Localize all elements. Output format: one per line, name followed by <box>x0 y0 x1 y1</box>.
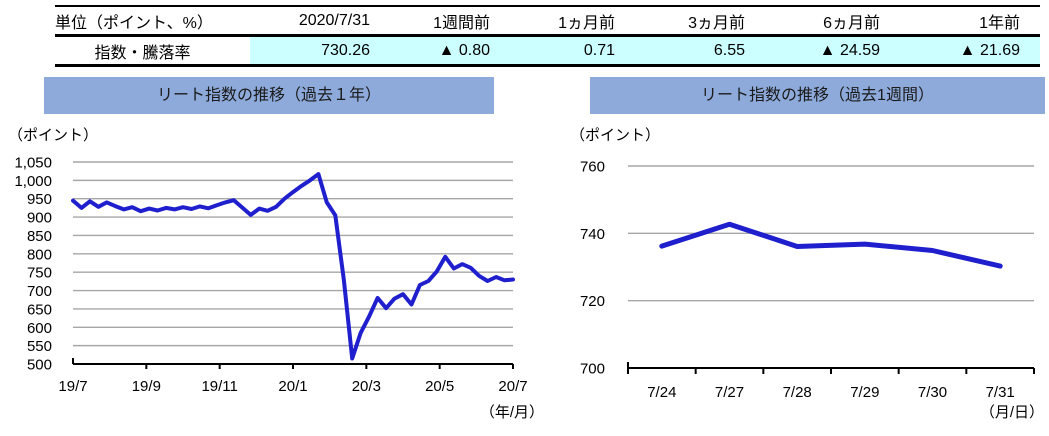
unit-label: （ポイント） <box>8 127 98 144</box>
x-tick-label: 20/7 <box>498 378 527 395</box>
col-header-1year-ago: 1年前 <box>979 14 1020 32</box>
y-tick-label: 950 <box>27 191 52 208</box>
summary-table: 単位（ポイント、%） 2020/7/31 1週間前 1ヵ月前 3ヵ月前 6ヵ月前… <box>55 5 1040 67</box>
x-tick-label: 7/28 <box>783 384 812 401</box>
y-tick-label: 700 <box>580 361 605 378</box>
col-header-1week-ago: 1週間前 <box>433 14 490 32</box>
right-chart-svg: 760 740 720 700 7/24 7/27 7/28 7/29 7/30 7/31 （ポイン… <box>570 127 1044 421</box>
value-latest: 730.26 <box>250 35 390 66</box>
y-tick-label: 760 <box>580 159 605 176</box>
table-data-row: 指数・騰落率 730.26 ▲ 0.80 0.71 6.55 ▲ 24.59 ▲… <box>55 35 1040 66</box>
unit-label: （ポイント） <box>570 127 660 144</box>
x-tick-label: 7/31 <box>986 384 1015 401</box>
x-axis-unit-label: （月/日） <box>980 404 1044 421</box>
x-tick-label: 19/9 <box>132 378 161 395</box>
y-tick-label: 900 <box>27 210 52 227</box>
index-line <box>659 221 1003 269</box>
row-label-index-change: 指数・騰落率 <box>94 44 191 62</box>
left-chart-svg: 1,0501,000950900850800750700650600550500… <box>8 127 544 421</box>
col-header-unit: 単位（ポイント、%） <box>55 14 213 32</box>
y-tick-label: 740 <box>580 226 605 243</box>
y-tick-label: 750 <box>27 265 52 282</box>
y-tick-label: 1,050 <box>14 155 52 172</box>
x-tick-label: 7/24 <box>647 384 676 401</box>
x-tick-label: 7/27 <box>715 384 744 401</box>
x-axis-unit-label: （年/月） <box>480 404 544 421</box>
col-header-latest-date: 2020/7/31 <box>298 11 370 29</box>
value-1week-change: ▲ 0.80 <box>390 35 510 66</box>
y-tick-label: 550 <box>27 338 52 355</box>
x-tick-label: 19/11 <box>201 378 237 395</box>
y-tick-label: 850 <box>27 228 52 245</box>
left-chart-title-banner: リート指数の推移（過去１年） <box>44 77 494 114</box>
index-line <box>71 172 515 361</box>
x-tick-label: 20/5 <box>425 378 454 395</box>
y-tick-label: 500 <box>27 357 52 374</box>
y-tick-label: 1,000 <box>14 173 52 190</box>
col-header-3months-ago: 3ヵ月前 <box>688 14 745 32</box>
col-header-1month-ago: 1ヵ月前 <box>558 14 615 32</box>
x-tick-label: 20/3 <box>352 378 381 395</box>
value-6month-change: ▲ 24.59 <box>765 35 900 66</box>
right-chart-title-banner: リート指数の推移（過去1週間） <box>590 77 1045 114</box>
x-tick-label: 19/7 <box>58 378 87 395</box>
value-3month-change: 6.55 <box>635 35 765 66</box>
col-header-6months-ago: 6ヵ月前 <box>823 14 880 32</box>
value-1month-change: 0.71 <box>510 35 635 66</box>
x-tick-label: 7/29 <box>850 384 879 401</box>
value-1year-change: ▲ 21.69 <box>900 35 1040 66</box>
x-tick-label: 20/1 <box>278 378 307 395</box>
x-tick-label: 7/30 <box>918 384 947 401</box>
y-tick-label: 700 <box>27 283 52 300</box>
table-header-row: 単位（ポイント、%） 2020/7/31 1週間前 1ヵ月前 3ヵ月前 6ヵ月前… <box>55 6 1040 36</box>
y-tick-label: 600 <box>27 320 52 337</box>
y-tick-label: 800 <box>27 246 52 263</box>
y-tick-label: 650 <box>27 301 52 318</box>
y-tick-label: 720 <box>580 293 605 310</box>
